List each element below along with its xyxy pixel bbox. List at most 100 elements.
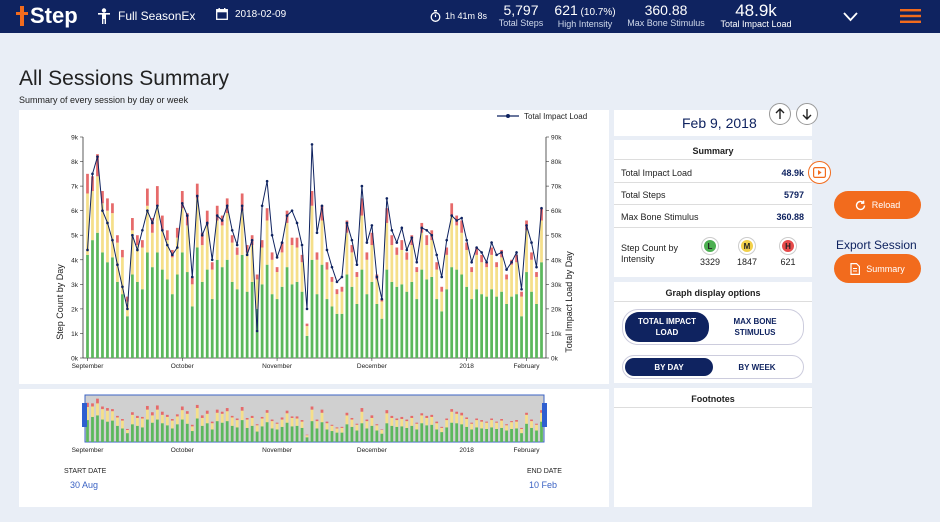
impact-load-point	[91, 172, 94, 176]
nav-bar-segment	[235, 420, 239, 428]
nav-bar-segment	[145, 419, 149, 442]
bar-segment-medium	[190, 284, 194, 307]
bar-segment-low	[500, 291, 503, 358]
bar-segment-low	[335, 313, 339, 358]
bar-segment-low	[116, 281, 119, 358]
toggle-by-day[interactable]: BY DAY	[625, 358, 713, 376]
nav-bar-segment	[455, 423, 459, 442]
bar-segment-medium	[320, 220, 324, 265]
impact-load-point	[390, 229, 394, 232]
nav-bar-segment	[200, 417, 204, 426]
impact-load-point	[320, 204, 324, 208]
nav-bar-segment	[405, 427, 409, 442]
range-navigator-chart[interactable]: September October November December 2018 Febr…	[19, 389, 609, 459]
bar-segment-medium	[230, 242, 234, 282]
stat-label: Total Steps	[498, 18, 544, 28]
nav-bar-segment	[325, 421, 329, 424]
nav-bar-segment	[515, 421, 518, 429]
nav-month-label: December	[357, 447, 388, 454]
bar-segment-medium	[210, 269, 214, 300]
bar-segment-low	[375, 303, 379, 358]
nav-bar-segment	[250, 415, 254, 418]
bar-segment-medium	[395, 254, 399, 287]
impact-load-point	[116, 263, 119, 266]
impact-load-point	[151, 221, 154, 225]
impact-load-point	[375, 275, 379, 279]
nav-bar-segment	[515, 428, 518, 442]
chevron-down-icon[interactable]	[843, 12, 858, 22]
nav-bar-segment	[91, 406, 94, 417]
bar-segment-low	[141, 289, 144, 358]
bar-segment-low	[525, 272, 528, 358]
hamburger-menu-icon[interactable]	[900, 9, 921, 23]
impact-load-point	[405, 248, 409, 252]
impact-load-point	[505, 268, 508, 271]
impact-load-point	[520, 287, 523, 291]
nav-month-label: November	[262, 447, 293, 454]
bar-segment-low	[325, 299, 329, 358]
bar-segment-high	[365, 252, 369, 260]
session-selector[interactable]: Full SeasonEx	[97, 8, 195, 24]
nav-bar-segment	[160, 411, 164, 415]
bar-segment-high	[200, 232, 204, 246]
bar-segment-medium	[325, 269, 329, 300]
summary-export-button[interactable]: Summary	[834, 254, 921, 283]
bar-segment-medium	[86, 193, 89, 255]
impact-load-point	[101, 209, 104, 212]
toggle-max-bone-stimulus[interactable]: MAX BONE STIMULUS	[733, 317, 777, 337]
bar-segment-high	[96, 154, 99, 177]
bar-segment-low	[505, 303, 508, 358]
impact-load-point	[350, 238, 354, 242]
bar-segment-low	[111, 257, 114, 358]
bar-segment-medium	[390, 245, 394, 282]
video-play-button[interactable]	[808, 161, 831, 184]
impact-load-point	[141, 229, 144, 232]
bar-segment-medium	[160, 230, 164, 270]
end-date-value[interactable]: 10 Feb	[529, 480, 558, 490]
bar-segment-high	[270, 252, 274, 260]
nav-bar-segment	[225, 408, 229, 412]
bar-segment-low	[535, 303, 538, 358]
impact-load-point	[260, 204, 264, 208]
bar-segment-medium	[96, 176, 99, 233]
bar-segment-low	[415, 299, 419, 358]
nav-bar-segment	[190, 424, 194, 427]
impact-load-point	[225, 204, 229, 208]
toggle-by-week[interactable]: BY WEEK	[738, 362, 776, 372]
start-date-value[interactable]: 30 Aug	[70, 480, 99, 490]
nav-bar-segment	[450, 422, 454, 442]
range-handle-left[interactable]	[82, 403, 87, 427]
toggle-total-impact-load[interactable]: TOTAL IMPACT LOAD	[625, 312, 709, 342]
nav-bar-segment	[385, 413, 389, 424]
nav-bar-segment	[345, 415, 349, 425]
x-tick-label: 2018	[459, 363, 474, 370]
bar-segment-medium	[295, 247, 299, 282]
next-button[interactable]	[796, 103, 818, 125]
nav-bar-segment	[460, 412, 464, 416]
nav-bar-segment	[530, 419, 533, 422]
y2-tick-label: 80k	[551, 159, 562, 166]
bar-segment-high	[395, 247, 399, 255]
nav-bar-segment	[150, 415, 154, 423]
impact-load-point	[445, 238, 449, 242]
nav-bar-segment	[310, 421, 314, 442]
reload-button[interactable]: Reload	[834, 191, 921, 219]
nav-bar-segment	[490, 420, 493, 428]
row-value: 360.88	[776, 212, 804, 222]
bar-segment-low	[210, 299, 214, 358]
date-selector[interactable]: 2018-02-09	[216, 8, 286, 20]
previous-button[interactable]	[769, 103, 791, 125]
bar-segment-low	[300, 291, 304, 358]
bar-segment-medium	[445, 254, 449, 290]
reload-label: Reload	[871, 200, 901, 210]
bar-segment-high	[145, 188, 149, 206]
main-chart[interactable]: Total Impact Load Step Count by Day Tota…	[19, 110, 609, 384]
range-handle-right[interactable]	[542, 403, 547, 427]
bar-segment-low	[131, 274, 134, 358]
app-logo[interactable]: Step	[16, 3, 78, 29]
bar-segment-high	[445, 247, 449, 255]
nav-bar-segment	[500, 427, 503, 442]
impact-load-point	[310, 143, 314, 146]
chart-legend[interactable]: Total Impact Load	[497, 112, 587, 121]
bar-segment-low	[440, 311, 444, 358]
